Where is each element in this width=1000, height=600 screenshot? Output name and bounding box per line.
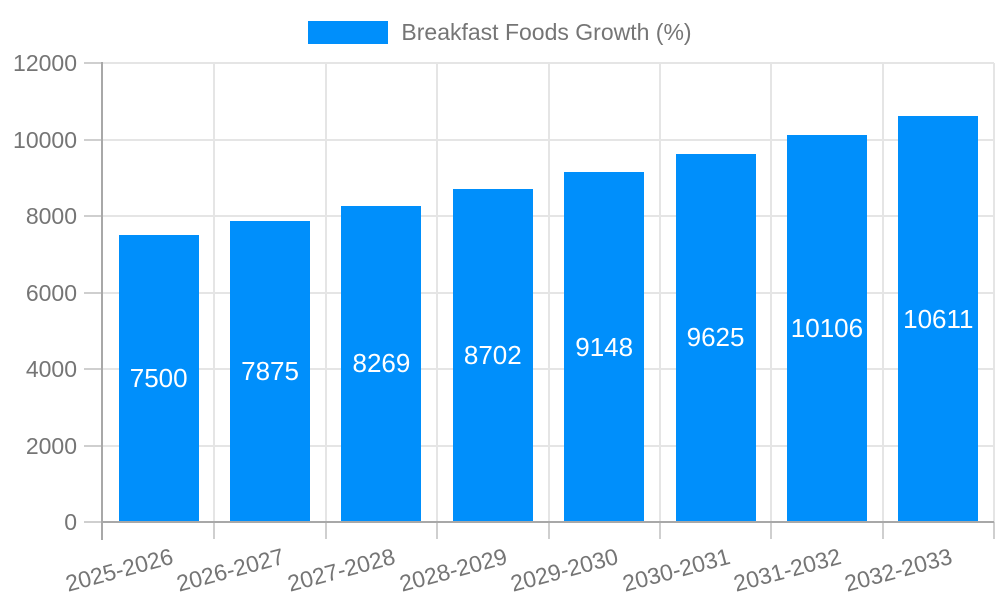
y-axis-label: 12000: [13, 50, 77, 76]
x-gridline: [436, 63, 439, 522]
x-axis-label: 2032-2033: [842, 543, 956, 597]
x-axis-tick: [547, 522, 550, 539]
bar-value-label: 10611: [903, 303, 974, 334]
x-axis-tick: [324, 522, 327, 539]
legend[interactable]: Breakfast Foods Growth (%): [0, 19, 1000, 46]
bar-value-label: 9625: [686, 322, 745, 353]
x-axis-label: 2030-2031: [619, 543, 733, 597]
x-gridline: [770, 63, 773, 522]
y-axis-tick: [84, 138, 103, 141]
x-gridline: [324, 63, 327, 522]
bar-value-label: 8702: [463, 340, 522, 371]
bar[interactable]: 8702: [452, 189, 533, 522]
x-gridline: [993, 63, 995, 522]
x-axis-line: [101, 521, 994, 523]
legend-label: Breakfast Foods Growth (%): [401, 19, 692, 45]
x-axis-label: 2026-2027: [173, 543, 287, 597]
bar[interactable]: 9148: [564, 172, 645, 522]
y-axis-label: 8000: [25, 203, 77, 229]
x-axis-tick: [658, 522, 661, 539]
x-gridline: [658, 63, 661, 522]
y-axis-tick: [84, 444, 103, 447]
y-axis-tick: [84, 62, 103, 64]
x-gridline: [547, 63, 550, 522]
legend-swatch: [308, 21, 389, 44]
y-axis-label: 6000: [25, 279, 77, 306]
x-axis-label: 2029-2030: [507, 543, 621, 597]
bar[interactable]: 8269: [341, 205, 422, 522]
y-axis-tick: [84, 521, 103, 523]
bar-value-label: 7875: [241, 355, 299, 386]
x-axis-tick: [770, 522, 773, 539]
x-gridline: [881, 63, 884, 522]
bar[interactable]: 10106: [786, 135, 867, 522]
bar-value-label: 8269: [352, 348, 411, 379]
bar[interactable]: 7875: [230, 220, 311, 522]
x-gridline: [213, 63, 216, 522]
x-axis-label: 2027-2028: [285, 543, 399, 597]
bar[interactable]: 10611: [898, 116, 979, 522]
x-axis-tick: [881, 522, 884, 539]
x-axis-tick: [993, 522, 995, 539]
y-axis-label: 0: [64, 509, 77, 535]
bar-value-label: 10106: [790, 313, 864, 344]
x-axis-label: 2025-2026: [62, 543, 176, 597]
y-axis-label: 2000: [25, 432, 77, 459]
y-axis-label: 10000: [13, 126, 77, 153]
bar-value-label: 7500: [129, 363, 188, 394]
x-axis-tick: [213, 522, 216, 539]
y-axis-tick: [84, 368, 103, 370]
x-axis-label: 2028-2029: [396, 543, 510, 597]
y-axis-tick: [84, 291, 103, 294]
bar[interactable]: 7500: [118, 235, 199, 522]
bar-value-label: 9148: [575, 331, 634, 362]
x-axis-label: 2031-2032: [730, 543, 844, 597]
x-axis-tick: [436, 522, 439, 539]
bar[interactable]: 9625: [675, 153, 756, 522]
y-axis-line: [101, 62, 103, 540]
y-axis-label: 4000: [25, 356, 77, 382]
y-axis-tick: [84, 215, 103, 217]
